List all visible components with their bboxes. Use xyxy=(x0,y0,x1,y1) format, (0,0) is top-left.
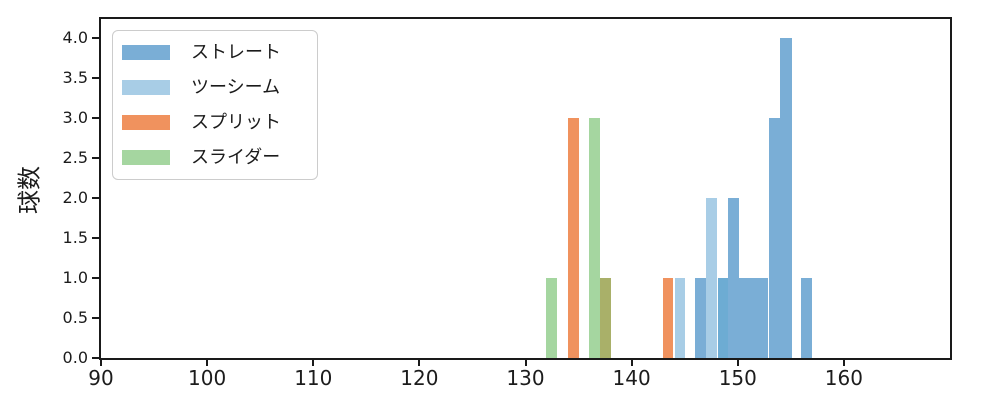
legend-item-slider: スライダー xyxy=(113,146,317,168)
y-tick-label: 0.5 xyxy=(62,308,88,327)
x-tick-label: 140 xyxy=(612,366,651,390)
bar-straight xyxy=(738,278,769,358)
y-tick-mark xyxy=(92,117,99,120)
x-tick-mark xyxy=(842,359,845,366)
x-tick-mark xyxy=(736,359,739,366)
x-tick-mark xyxy=(312,359,315,366)
bar-straight xyxy=(801,278,813,358)
legend-swatch-straight xyxy=(122,45,170,60)
legend-swatch-slider xyxy=(122,150,170,165)
y-tick-mark xyxy=(92,317,99,319)
legend-label-split: スプリット xyxy=(191,111,281,133)
bar-split xyxy=(568,118,579,358)
y-tick-label: 1.0 xyxy=(62,268,88,287)
bar-twoseam xyxy=(706,198,718,358)
bar-straight xyxy=(695,278,707,358)
bar-overlap-1 xyxy=(717,278,729,358)
y-tick-mark xyxy=(92,357,99,359)
x-tick-label: 90 xyxy=(88,366,114,390)
bar-overlap-0 xyxy=(599,278,611,358)
x-tick-label: 100 xyxy=(188,366,227,390)
bar-straight xyxy=(768,118,781,358)
legend-item-straight: ストレート xyxy=(113,41,317,63)
bar-straight xyxy=(780,38,792,358)
legend-swatch-split xyxy=(122,115,170,130)
x-tick-label: 160 xyxy=(824,366,863,390)
x-tick-label: 110 xyxy=(294,366,333,390)
y-tick-label: 2.0 xyxy=(62,188,88,208)
x-tick-mark xyxy=(630,359,633,366)
y-tick-mark xyxy=(92,197,99,200)
bar-straight xyxy=(728,198,739,358)
y-tick-label: 2.5 xyxy=(62,148,88,168)
x-tick-label: 130 xyxy=(506,366,545,390)
y-tick-mark xyxy=(92,157,99,160)
bar-twoseam xyxy=(674,278,686,358)
x-tick-mark xyxy=(418,359,421,366)
x-tick-mark xyxy=(524,359,527,366)
legend: ストレートツーシームスプリットスライダー xyxy=(112,30,318,180)
legend-swatch-twoseam xyxy=(122,80,170,95)
y-tick-mark xyxy=(92,237,99,240)
legend-label-twoseam: ツーシーム xyxy=(191,76,281,98)
y-tick-mark xyxy=(92,37,99,40)
y-tick-label: 0.0 xyxy=(62,348,88,367)
y-tick-label: 4.0 xyxy=(62,28,88,48)
legend-label-straight: ストレート xyxy=(191,41,281,63)
x-tick-mark xyxy=(206,359,209,366)
legend-item-split: スプリット xyxy=(113,111,317,133)
y-tick-label: 3.5 xyxy=(62,68,88,88)
legend-item-twoseam: ツーシーム xyxy=(113,76,317,98)
bar-slider xyxy=(588,118,600,358)
x-tick-label: 120 xyxy=(400,366,439,390)
y-tick-label: 3.0 xyxy=(62,108,88,128)
legend-label-slider: スライダー xyxy=(191,146,281,168)
x-tick-label: 150 xyxy=(718,366,757,390)
y-tick-mark xyxy=(92,277,99,279)
x-tick-mark xyxy=(100,359,102,366)
y-tick-label: 1.5 xyxy=(62,228,88,248)
y-tick-mark xyxy=(92,77,99,80)
bar-split xyxy=(662,278,674,358)
bar-slider xyxy=(546,278,557,358)
